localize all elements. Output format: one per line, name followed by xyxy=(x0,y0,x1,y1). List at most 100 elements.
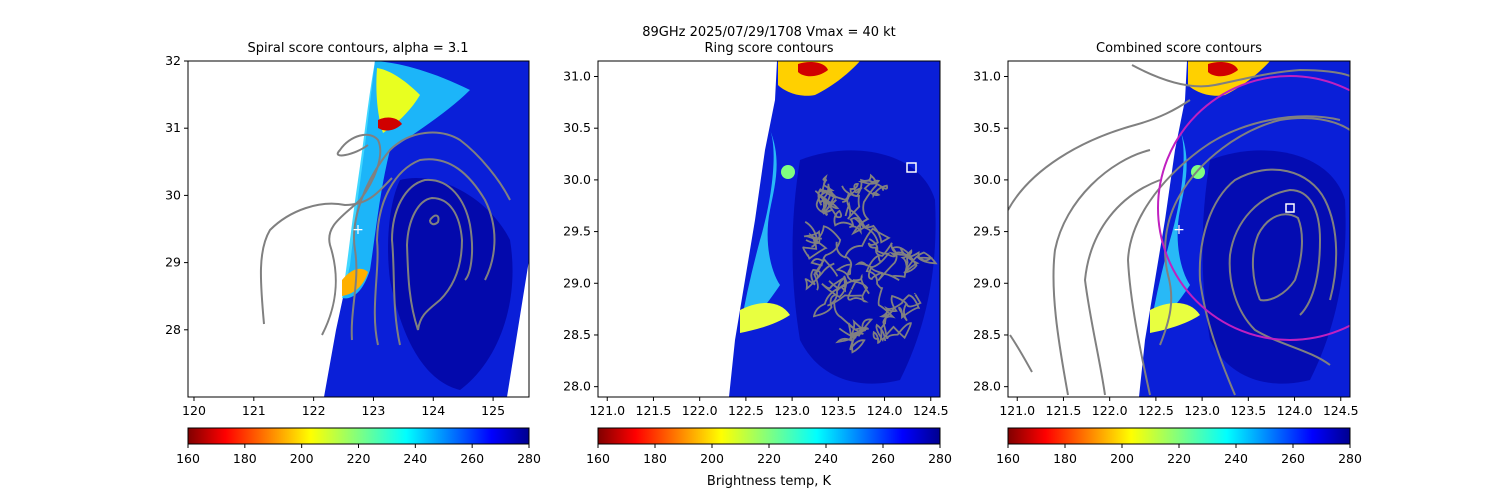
x-tick-label: 124 xyxy=(421,403,445,418)
y-tick-label: 30.5 xyxy=(563,120,591,135)
panel-combined-frame xyxy=(1007,60,1351,398)
x-tick-label: 124.5 xyxy=(1323,403,1359,418)
contour-combined-10 xyxy=(1251,213,1303,302)
panel-ring-yellow-south xyxy=(740,303,790,333)
panel-combined-ticks: 121.0 121.5 122.0 122.5 123.0 123.5 124.0 124.5… xyxy=(973,69,1358,418)
x-tick-label: 123.5 xyxy=(820,403,856,418)
colorbar-tick-label: 200 xyxy=(290,451,314,466)
x-tick-label: 122 xyxy=(302,403,326,418)
panel-ring-contours xyxy=(802,173,938,354)
panel-spiral-center-marker: + xyxy=(352,222,364,238)
panel-combined-colorbar: 160 180 200 220 240 260 280 xyxy=(996,427,1362,466)
colorbar-tick-label: 220 xyxy=(1167,451,1191,466)
ring-contour-line xyxy=(888,249,938,278)
panel-ring-top-red xyxy=(798,62,828,77)
contour-spiral-7 xyxy=(429,214,440,226)
panel-ring: Ring score contours 121.0 121.5 122.0 122.5… xyxy=(563,41,952,489)
y-tick-label: 28.0 xyxy=(973,379,1001,394)
x-tick-label: 122.0 xyxy=(682,403,718,418)
panel-spiral-deep-blue xyxy=(388,178,513,390)
panel-spiral-contours xyxy=(259,131,511,346)
colorbar-label: Brightness temp, K xyxy=(707,474,832,489)
colorbar-tick-label: 240 xyxy=(403,451,427,466)
x-tick-label: 122.5 xyxy=(728,403,764,418)
colorbar-tick-label: 160 xyxy=(176,451,200,466)
panel-ring-colorbar-bar xyxy=(597,427,941,445)
ring-contour-line xyxy=(878,294,921,322)
panel-ring-spot xyxy=(781,165,795,179)
x-tick-label: 121.5 xyxy=(1046,403,1082,418)
y-tick-label: 29.5 xyxy=(563,224,591,239)
contour-spiral-2 xyxy=(321,133,382,336)
ring-contour-line xyxy=(812,275,848,318)
contour-combined-6 xyxy=(1126,115,1341,396)
y-tick-label: 31.0 xyxy=(563,69,591,84)
x-tick-label: 121 xyxy=(242,403,266,418)
contour-spiral-4 xyxy=(373,158,496,346)
colorbar-tick-label: 160 xyxy=(586,451,610,466)
panel-ring-plot-area xyxy=(729,61,940,397)
panel-combined-title: Combined score contours xyxy=(1096,41,1262,56)
y-tick-label: 31 xyxy=(165,120,181,135)
colorbar-tick-label: 280 xyxy=(928,451,952,466)
contour-combined-9 xyxy=(1228,188,1331,366)
colorbar-tick-label: 200 xyxy=(1110,451,1134,466)
colorbar-tick-label: 180 xyxy=(1053,451,1077,466)
panel-spiral-title: Spiral score contours, alpha = 3.1 xyxy=(247,41,468,56)
panel-combined-colorbar-bar xyxy=(1007,427,1351,445)
y-tick-label: 28.5 xyxy=(973,327,1001,342)
contour-spiral-3 xyxy=(350,131,511,341)
panel-spiral-colorbar-bar xyxy=(187,427,530,445)
colorbar-tick-label: 240 xyxy=(1224,451,1248,466)
contour-combined-3 xyxy=(1052,149,1151,396)
colorbar-tick-label: 180 xyxy=(233,451,257,466)
panel-spiral-colorbar: 160 180 200 220 240 260 280 xyxy=(176,427,541,466)
colorbar-tick-label: 260 xyxy=(1281,451,1305,466)
y-tick-label: 29.0 xyxy=(563,275,591,290)
x-tick-label: 121.0 xyxy=(999,403,1035,418)
y-tick-label: 28.0 xyxy=(563,379,591,394)
y-tick-label: 30 xyxy=(165,187,181,202)
panel-spiral-frame xyxy=(187,60,530,398)
colorbar-tick-label: 200 xyxy=(700,451,724,466)
y-tick-label: 30.0 xyxy=(973,172,1001,187)
ring-contour-line xyxy=(854,238,891,280)
panel-spiral-plot-area: + xyxy=(259,61,529,397)
x-tick-label: 125 xyxy=(481,403,505,418)
panel-combined-yellow-south xyxy=(1150,303,1200,333)
ring-contour-line xyxy=(833,301,870,354)
colorbar-tick-label: 280 xyxy=(1338,451,1362,466)
contour-spiral-1 xyxy=(259,177,393,325)
contour-combined-7 xyxy=(1159,117,1350,346)
panel-combined-plot-area: + xyxy=(1008,61,1350,397)
x-tick-label: 124.0 xyxy=(1277,403,1313,418)
panel-spiral: Spiral score contours, alpha = 3.1 + 120… xyxy=(165,41,541,466)
ring-contour-line xyxy=(865,254,912,342)
panel-spiral-hotspot xyxy=(378,117,402,131)
panel-combined-center-marker: + xyxy=(1173,222,1185,238)
suptitle: 89GHz 2025/07/29/1708 Vmax = 40 kt xyxy=(642,25,896,40)
panel-ring-frame xyxy=(597,60,941,398)
ring-contour-line xyxy=(857,179,888,199)
contour-combined-2 xyxy=(1009,334,1033,373)
panel-ring-colorbar: 160 180 200 220 240 260 280 xyxy=(586,427,952,466)
contour-combined-8 xyxy=(1198,168,1338,396)
panel-spiral-rainband-cyan xyxy=(342,61,470,299)
x-tick-label: 123 xyxy=(362,403,386,418)
panel-combined-max-marker xyxy=(1285,203,1295,213)
panel-combined-ring xyxy=(1157,75,1350,341)
panel-ring-title: Ring score contours xyxy=(704,41,833,56)
y-tick-label: 30.0 xyxy=(563,172,591,187)
contour-combined-5 xyxy=(1131,64,1350,88)
y-tick-label: 32 xyxy=(165,53,181,68)
colorbar-tick-label: 220 xyxy=(347,451,371,466)
x-tick-label: 122.5 xyxy=(1138,403,1174,418)
panel-ring-cyan-band xyxy=(740,130,780,330)
x-tick-label: 123.5 xyxy=(1230,403,1266,418)
x-tick-label: 124.0 xyxy=(867,403,903,418)
contour-combined-4 xyxy=(1083,179,1161,396)
colorbar-tick-label: 260 xyxy=(460,451,484,466)
ring-contour-line xyxy=(827,279,869,307)
contour-combined-1 xyxy=(1008,99,1191,211)
